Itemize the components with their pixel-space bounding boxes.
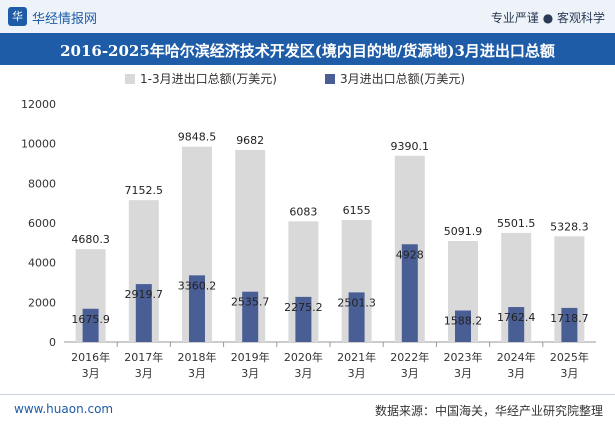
legend-swatch-march xyxy=(325,74,335,84)
label-total-4: 6083 xyxy=(289,205,317,218)
x-tick-label-7-line1: 2023年 xyxy=(444,350,483,364)
label-march-3: 2535.7 xyxy=(231,296,270,309)
legend-label-total: 1-3月进出口总额(万美元) xyxy=(140,72,277,86)
label-march-5: 2501.3 xyxy=(337,296,376,309)
label-march-6: 4928 xyxy=(396,248,424,261)
bar-march-9 xyxy=(561,307,578,342)
x-tick-label-1-line2: 3月 xyxy=(135,367,153,380)
bar-march-7 xyxy=(455,310,471,342)
bar-march-6 xyxy=(401,244,418,342)
bar-march-1 xyxy=(135,284,152,342)
x-tick-label-3-line2: 3月 xyxy=(241,367,259,380)
x-tick-label-2-line1: 2018年 xyxy=(178,350,217,364)
y-tick-label-0: 0 xyxy=(49,336,56,349)
x-tick-label-3-line1: 2019年 xyxy=(231,350,270,364)
label-total-9: 5328.3 xyxy=(550,220,589,233)
x-tick-label-8-line2: 3月 xyxy=(507,367,525,380)
label-total-0: 4680.3 xyxy=(71,233,110,246)
bar-march-2 xyxy=(189,275,205,342)
footer-divider xyxy=(0,394,615,395)
label-total-6: 9390.1 xyxy=(391,140,430,153)
x-tick-label-9-line1: 2025年 xyxy=(550,350,589,364)
bar-march-3 xyxy=(242,291,259,342)
x-tick-label-6-line2: 3月 xyxy=(401,367,419,380)
bar-march-4 xyxy=(295,296,312,342)
label-march-9: 1718.7 xyxy=(550,312,589,325)
label-total-8: 5501.5 xyxy=(497,217,536,230)
top-bar xyxy=(0,0,615,33)
label-march-7: 1588.2 xyxy=(444,315,483,328)
x-tick-label-0-line1: 2016年 xyxy=(71,350,110,364)
x-tick-label-5-line2: 3月 xyxy=(348,367,366,380)
legend-swatch-total xyxy=(125,74,135,84)
x-tick-label-4-line2: 3月 xyxy=(294,367,312,380)
x-tick-label-7-line2: 3月 xyxy=(454,367,472,380)
x-tick-label-0-line2: 3月 xyxy=(82,367,100,380)
title-bar xyxy=(0,33,615,65)
label-total-2: 9848.5 xyxy=(178,131,217,144)
brand-logo-icon: 华 xyxy=(8,7,27,26)
x-tick-label-5-line1: 2021年 xyxy=(337,350,376,364)
slogan: 专业严谨 ● 客观科学 xyxy=(490,11,605,25)
x-tick-label-9-line2: 3月 xyxy=(560,367,578,380)
footer-website: www.huaon.com xyxy=(14,402,114,416)
chart-title: 2016-2025年哈尔滨经济技术开发区(境内目的地/货源地)3月进出口总额 xyxy=(60,42,555,60)
footer-source: 数据来源：中国海关，华经产业研究院整理 xyxy=(374,404,603,418)
y-tick-label-3: 6000 xyxy=(28,217,56,230)
x-tick-label-1-line1: 2017年 xyxy=(124,350,163,364)
label-march-0: 1675.9 xyxy=(71,313,110,326)
label-total-1: 7152.5 xyxy=(125,184,164,197)
y-tick-label-4: 8000 xyxy=(28,177,56,190)
brand-name: 华经情报网 xyxy=(32,12,98,27)
y-tick-label-6: 12000 xyxy=(21,98,56,111)
label-march-4: 2275.2 xyxy=(284,301,323,314)
bar-march-0 xyxy=(82,308,99,342)
label-total-3: 9682 xyxy=(236,134,264,147)
y-tick-label-2: 4000 xyxy=(28,257,56,270)
label-march-1: 2919.7 xyxy=(125,288,164,301)
x-tick-label-4-line1: 2020年 xyxy=(284,350,323,364)
x-tick-label-8-line1: 2024年 xyxy=(497,350,536,364)
y-tick-label-1: 2000 xyxy=(28,296,56,309)
label-total-7: 5091.9 xyxy=(444,225,483,238)
y-tick-label-5: 10000 xyxy=(21,138,56,151)
label-march-2: 3360.2 xyxy=(178,279,217,292)
label-march-8: 1762.4 xyxy=(497,311,536,324)
bar-march-8 xyxy=(508,307,525,342)
legend-label-march: 3月进出口总额(万美元) xyxy=(340,72,465,86)
x-tick-label-6-line1: 2022年 xyxy=(390,350,429,364)
x-tick-label-2-line2: 3月 xyxy=(188,367,206,380)
label-total-5: 6155 xyxy=(343,204,371,217)
bar-march-5 xyxy=(348,292,365,342)
